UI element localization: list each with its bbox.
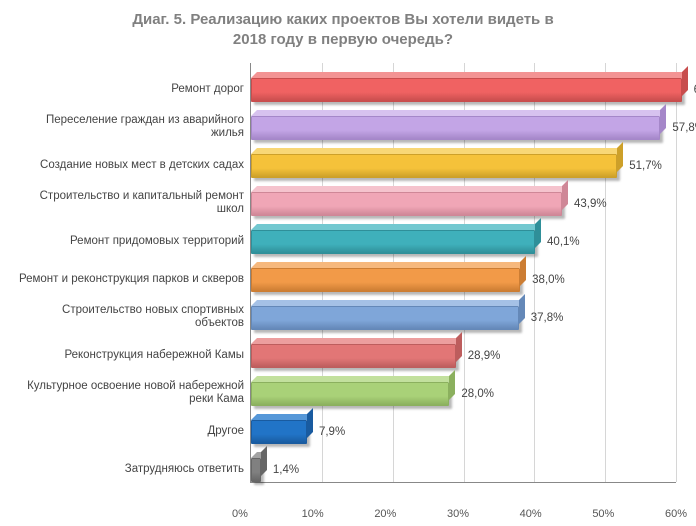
value-label: 28,0%: [461, 388, 494, 400]
x-tick-label: 40%: [520, 508, 542, 520]
bar: [251, 268, 520, 292]
y-label: Ремонт дорог: [10, 83, 244, 97]
bar: [251, 382, 449, 406]
y-label: Реконструкция набережной Камы: [10, 349, 244, 363]
y-label: Строительство новых спортивных объектов: [10, 304, 244, 332]
title-line-1: Диаг. 5. Реализацию каких проектов Вы хо…: [132, 11, 553, 28]
value-label: 1,4%: [273, 464, 299, 476]
value-label: 57,8%: [672, 122, 696, 134]
value-label: 7,9%: [319, 426, 345, 438]
value-label: 37,8%: [531, 312, 564, 324]
value-label: 43,9%: [574, 198, 607, 210]
bar: [251, 78, 682, 102]
chart-container: Диаг. 5. Реализацию каких проектов Вы хо…: [0, 0, 696, 526]
value-label: 40,1%: [547, 236, 580, 248]
y-label: Культурное освоение новой набережной рек…: [10, 380, 244, 408]
x-tick-label: 50%: [592, 508, 614, 520]
y-label: Ремонт и реконструкция парков и скверов: [10, 273, 244, 287]
bar: [251, 420, 307, 444]
plot-area: Ремонт дорог Переселение граждан из авари…: [10, 63, 676, 483]
x-axis: 0%10%20%30%40%50%60%: [240, 506, 676, 524]
value-label: 51,7%: [629, 160, 662, 172]
bars-area: 60,8%57,8%51,7%43,9%40,1%38,0%37,8%28,9%…: [250, 63, 676, 483]
y-label: Другое: [10, 425, 244, 439]
value-label: 38,0%: [532, 274, 565, 286]
bar: [251, 230, 535, 254]
bar: [251, 306, 519, 330]
value-label: 28,9%: [468, 350, 501, 362]
y-axis-labels: Ремонт дорог Переселение граждан из авари…: [10, 63, 250, 483]
y-label: Затрудняюсь ответить: [10, 463, 244, 477]
bar: [251, 458, 261, 482]
y-label: Создание новых мест в детских садах: [10, 159, 244, 173]
bar: [251, 154, 617, 178]
title-line-2: 2018 году в первую очередь?: [233, 31, 453, 48]
y-label: Строительство и капитальный ремонт школ: [10, 190, 244, 218]
bar: [251, 344, 456, 368]
bar: [251, 192, 562, 216]
y-label: Ремонт придомовых территорий: [10, 235, 244, 249]
x-tick-label: 10%: [302, 508, 324, 520]
x-tick-label: 0%: [232, 508, 248, 520]
y-label: Переселение граждан из аварийного жилья: [10, 114, 244, 142]
x-tick-label: 60%: [665, 508, 687, 520]
x-tick-label: 30%: [447, 508, 469, 520]
chart-title: Диаг. 5. Реализацию каких проектов Вы хо…: [10, 10, 676, 51]
bar: [251, 116, 660, 140]
x-tick-label: 20%: [374, 508, 396, 520]
